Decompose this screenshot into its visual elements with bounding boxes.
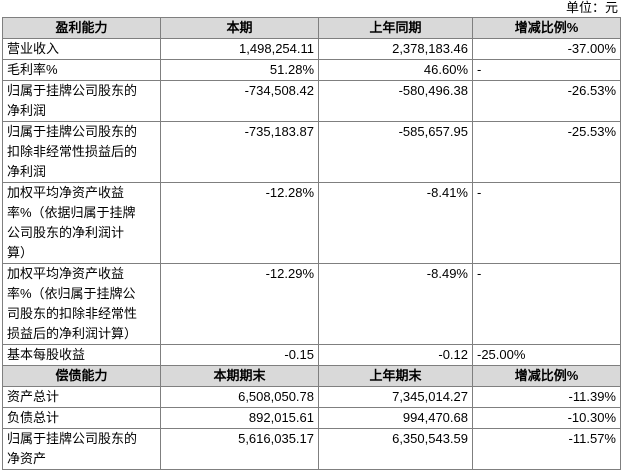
header-cell: 本期 (160, 17, 319, 39)
label-line: 算） (7, 245, 34, 260)
header-cell: 增减比例% (472, 365, 621, 387)
label-line: 公司股东的净利润计 (7, 225, 125, 240)
row-label: 归属于挂牌公司股东的 扣除非经常性损益后的 净利润 (2, 121, 161, 183)
header-cell: 上年同期 (318, 17, 473, 39)
header-cell: 盈利能力 (2, 17, 161, 39)
label-line: 营业收入 (7, 41, 60, 56)
label-line: 资产总计 (7, 389, 60, 404)
data-row: 归属于挂牌公司股东的 净利润 -734,508.42 -580,496.38 -26.5… (2, 80, 621, 122)
value-cell: -0.12 (318, 344, 473, 366)
table-body: 盈利能力 本期 上年同期 增减比例% 营业收入 1,498,254.11 2,378,183… (2, 17, 621, 470)
label-line: 率%（依据归属于挂牌 (7, 205, 136, 220)
row-label: 负债总计 (2, 407, 161, 429)
row-label: 归属于挂牌公司股东的 净资产 (2, 428, 161, 470)
label-line: 加权平均净资产收益 (7, 266, 125, 281)
value-cell: -735,183.87 (160, 121, 319, 183)
value-cell: 46.60% (318, 59, 473, 81)
label-line: 扣除非经常性损益后的 (7, 144, 138, 159)
label-line: 净利润 (7, 164, 47, 179)
data-row: 负债总计 892,015.61 994,470.68 -10.30% (2, 407, 621, 429)
label-line: 毛利率% (7, 62, 58, 77)
data-row: 归属于挂牌公司股东的 净资产 5,616,035.17 6,350,543.59 -11… (2, 428, 621, 470)
value-cell: 994,470.68 (318, 407, 473, 429)
value-cell: -12.28% (160, 182, 319, 264)
value-cell: -0.15 (160, 344, 319, 366)
header-cell: 上年期末 (318, 365, 473, 387)
label-line: 归属于挂牌公司股东的 (7, 83, 138, 98)
header-cell: 本期期末 (160, 365, 319, 387)
value-cell: -11.57% (472, 428, 621, 470)
header-cell: 增减比例% (472, 17, 621, 39)
row-label: 毛利率% (2, 59, 161, 81)
value-cell: -734,508.42 (160, 80, 319, 122)
value-cell: -585,657.95 (318, 121, 473, 183)
value-cell: -25.00% (472, 344, 621, 366)
label-line: 司股东的扣除非经常性 (7, 306, 138, 321)
value-cell: -8.49% (318, 263, 473, 345)
financial-table: 盈利能力 本期 上年同期 增减比例% 营业收入 1,498,254.11 2,378,183… (2, 17, 621, 470)
row-label: 基本每股收益 (2, 344, 161, 366)
row-label: 资产总计 (2, 386, 161, 408)
value-cell: 51.28% (160, 59, 319, 81)
data-row: 加权平均净资产收益 率%（依据归属于挂牌 公司股东的净利润计 算） -12.28% -8.… (2, 182, 621, 264)
row-label: 归属于挂牌公司股东的 净利润 (2, 80, 161, 122)
value-cell: -580,496.38 (318, 80, 473, 122)
label-line: 归属于挂牌公司股东的 (7, 431, 138, 446)
value-cell: 892,015.61 (160, 407, 319, 429)
label-line: 加权平均净资产收益 (7, 185, 125, 200)
value-cell: -10.30% (472, 407, 621, 429)
value-cell: - (472, 182, 621, 264)
value-cell: 6,508,050.78 (160, 386, 319, 408)
row-label: 加权平均净资产收益 率%（依据归属于挂牌 公司股东的净利润计 算） (2, 182, 161, 264)
row-label: 营业收入 (2, 38, 161, 60)
header-row: 偿债能力 本期期末 上年期末 增减比例% (2, 365, 621, 387)
value-cell: 5,616,035.17 (160, 428, 319, 470)
header-cell: 偿债能力 (2, 365, 161, 387)
value-cell: -8.41% (318, 182, 473, 264)
value-cell: -12.29% (160, 263, 319, 345)
value-cell: 6,350,543.59 (318, 428, 473, 470)
value-cell: -26.53% (472, 80, 621, 122)
value-cell: -37.00% (472, 38, 621, 60)
data-row: 基本每股收益 -0.15 -0.12 -25.00% (2, 344, 621, 366)
value-cell: 2,378,183.46 (318, 38, 473, 60)
value-cell: - (472, 59, 621, 81)
data-row: 资产总计 6,508,050.78 7,345,014.27 -11.39% (2, 386, 621, 408)
value-cell: -25.53% (472, 121, 621, 183)
label-line: 基本每股收益 (7, 347, 86, 362)
label-line: 负债总计 (7, 410, 60, 425)
label-line: 损益后的净利润计算） (7, 326, 138, 341)
label-line: 净资产 (7, 451, 47, 466)
value-cell: -11.39% (472, 386, 621, 408)
header-row: 盈利能力 本期 上年同期 增减比例% (2, 17, 621, 39)
data-row: 归属于挂牌公司股东的 扣除非经常性损益后的 净利润 -735,183.87 -585,6… (2, 121, 621, 183)
value-cell: - (472, 263, 621, 345)
unit-label: 单位：元 (565, 0, 618, 15)
data-row: 营业收入 1,498,254.11 2,378,183.46 -37.00% (2, 38, 621, 60)
label-line: 净利润 (7, 103, 47, 118)
label-line: 率%（依归属于挂牌公 (7, 286, 136, 301)
value-cell: 7,345,014.27 (318, 386, 473, 408)
value-cell: 1,498,254.11 (160, 38, 319, 60)
data-row: 毛利率% 51.28% 46.60% - (2, 59, 621, 81)
row-label: 加权平均净资产收益 率%（依归属于挂牌公 司股东的扣除非经常性 损益后的净利润计算） (2, 263, 161, 345)
data-row: 加权平均净资产收益 率%（依归属于挂牌公 司股东的扣除非经常性 损益后的净利润计算） -… (2, 263, 621, 345)
label-line: 归属于挂牌公司股东的 (7, 124, 138, 139)
